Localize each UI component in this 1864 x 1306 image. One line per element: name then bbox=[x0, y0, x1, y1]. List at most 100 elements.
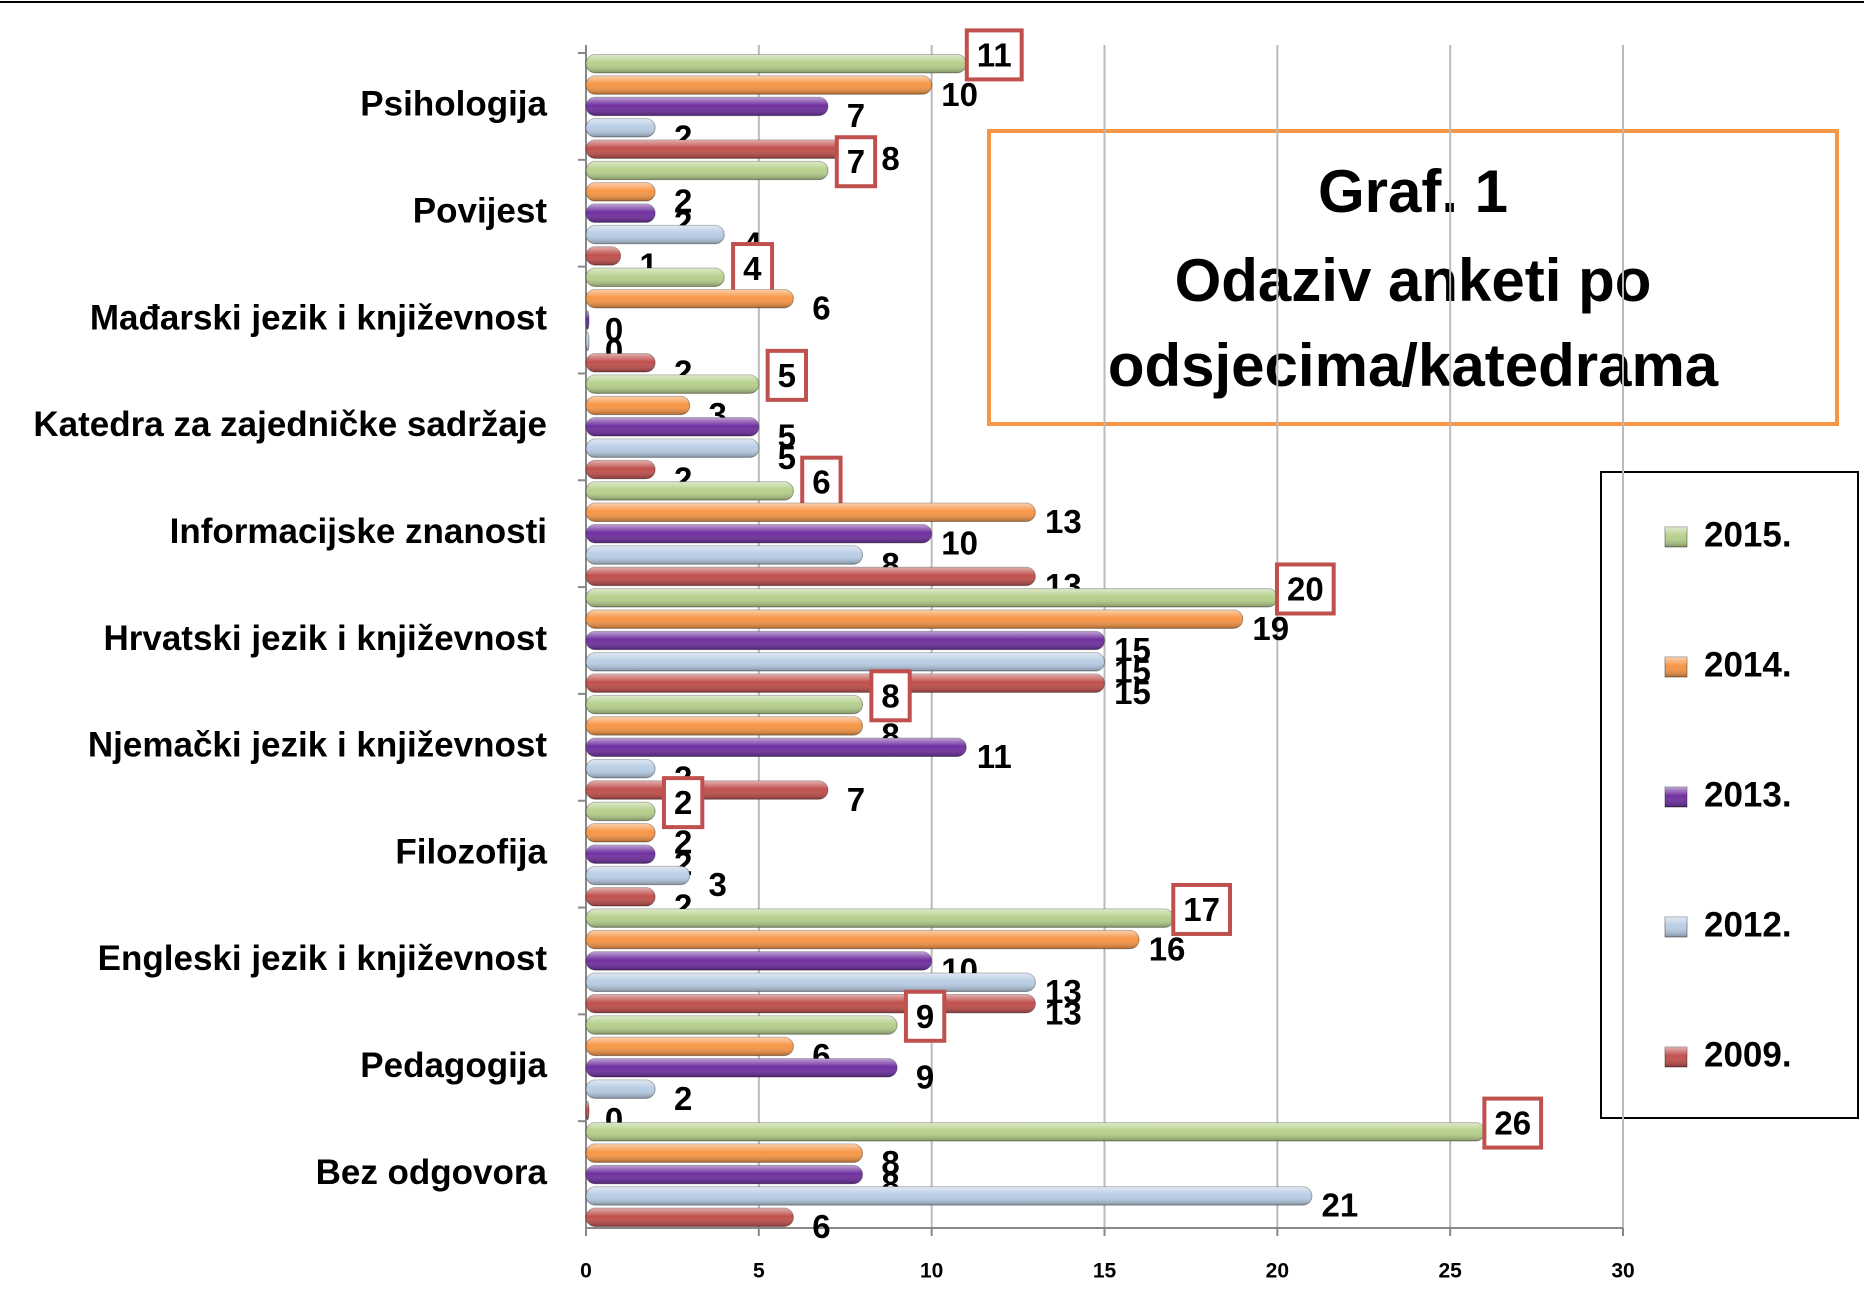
bar-shade bbox=[586, 204, 656, 223]
bar-shade bbox=[586, 588, 1278, 607]
legend-swatch-shade bbox=[1665, 1047, 1687, 1067]
y-tick-label: Engleski jezik i književnost bbox=[98, 939, 548, 978]
value-label: 15 bbox=[1114, 631, 1151, 668]
y-tick-label: Informacijske znanosti bbox=[170, 512, 547, 551]
value-label: 8 bbox=[881, 677, 899, 714]
value-label: 11 bbox=[977, 738, 1012, 775]
value-label: 6 bbox=[812, 289, 830, 326]
bar-shade bbox=[586, 823, 656, 842]
value-label: 20 bbox=[1287, 570, 1324, 607]
legend-swatch-shade bbox=[1665, 527, 1687, 547]
bar-shade bbox=[586, 652, 1105, 672]
value-label: 10 bbox=[941, 524, 978, 561]
bar-shade bbox=[586, 225, 725, 244]
value-label: 6 bbox=[812, 464, 830, 501]
bar-shade bbox=[586, 353, 656, 372]
value-label: 21 bbox=[1322, 1187, 1359, 1224]
y-tick-label: Psihologija bbox=[360, 85, 547, 124]
bar-shade bbox=[586, 268, 725, 287]
bar-shade bbox=[586, 118, 656, 137]
value-label: 9 bbox=[916, 998, 934, 1035]
value-label: 8 bbox=[881, 1144, 899, 1181]
bar-shade bbox=[586, 1058, 898, 1077]
value-label: 8 bbox=[881, 140, 899, 177]
bar-shade bbox=[586, 161, 828, 180]
value-label: 10 bbox=[941, 76, 978, 113]
bar-shade bbox=[586, 994, 1036, 1013]
legend-label: 2015. bbox=[1704, 515, 1792, 554]
y-tick-label: Filozofija bbox=[395, 832, 547, 871]
bar-shade bbox=[586, 481, 794, 501]
bar-shade bbox=[586, 332, 589, 351]
chart-title: Odaziv anketi po bbox=[1175, 247, 1652, 314]
bar-shade bbox=[586, 75, 932, 95]
value-label: 2 bbox=[674, 823, 692, 860]
bar-shade bbox=[586, 545, 863, 565]
value-label: 5 bbox=[778, 357, 796, 394]
legend-label: 2012. bbox=[1704, 905, 1792, 944]
legend-swatch-shade bbox=[1665, 917, 1687, 937]
bar-shade bbox=[586, 374, 759, 394]
bar-shade bbox=[586, 1208, 794, 1227]
bar-shade bbox=[586, 738, 967, 757]
bar-shade bbox=[586, 310, 589, 330]
legend-label: 2009. bbox=[1704, 1035, 1792, 1074]
title-box bbox=[987, 129, 1839, 426]
y-tick-label: Njemački jezik i književnost bbox=[88, 726, 547, 765]
value-label: 6 bbox=[812, 1208, 830, 1245]
bar-shade bbox=[586, 674, 1105, 693]
legend-box bbox=[1600, 471, 1859, 1119]
chart-title: odsjecima/katedrama bbox=[1108, 332, 1719, 399]
bar-shade bbox=[586, 1015, 898, 1035]
value-label: 2 bbox=[674, 784, 692, 821]
value-label: 3 bbox=[709, 866, 727, 903]
chart-title: Graf. 1 bbox=[1318, 158, 1508, 225]
y-tick-label: Mađarski jezik i književnost bbox=[90, 298, 547, 337]
legend-label: 2013. bbox=[1704, 775, 1792, 814]
value-label-box bbox=[964, 28, 1024, 82]
bar-shade bbox=[586, 246, 621, 266]
bar-shade bbox=[586, 396, 690, 415]
bar-shade bbox=[586, 460, 656, 479]
value-label: 4 bbox=[743, 250, 762, 287]
bar-shade bbox=[586, 54, 967, 73]
legend-swatch-shade bbox=[1665, 657, 1687, 677]
y-tick-label: Hrvatski jezik i književnost bbox=[103, 619, 547, 658]
value-label-box bbox=[661, 776, 705, 830]
y-tick-label: Katedra za zajedničke sadržaje bbox=[33, 405, 547, 444]
value-label: 0 bbox=[605, 311, 623, 348]
y-tick-label: Bez odgovora bbox=[316, 1153, 548, 1192]
bar-shade bbox=[586, 1165, 863, 1184]
bar-shade bbox=[586, 695, 863, 714]
value-label-box bbox=[903, 989, 947, 1043]
value-label: 7 bbox=[847, 143, 865, 180]
bar-shade bbox=[586, 844, 656, 864]
bar-shade bbox=[586, 289, 794, 308]
value-label: 13 bbox=[1045, 973, 1082, 1010]
bar-shade bbox=[586, 439, 759, 458]
bar-shade bbox=[586, 1101, 589, 1120]
value-label: 2 bbox=[674, 183, 692, 220]
bar-shade bbox=[586, 524, 932, 543]
bar-shade bbox=[586, 951, 932, 971]
bar-shade bbox=[586, 973, 1036, 992]
value-label: 7 bbox=[847, 97, 865, 134]
bar-shade bbox=[586, 866, 690, 885]
bar-shade bbox=[586, 182, 656, 202]
value-label-box bbox=[834, 135, 878, 189]
value-label: 17 bbox=[1183, 891, 1220, 928]
value-label: 15 bbox=[1114, 653, 1151, 690]
value-label-box bbox=[1482, 1096, 1544, 1150]
bar-shade bbox=[586, 139, 863, 159]
x-tick-label: 20 bbox=[1266, 1260, 1289, 1283]
bar-shade bbox=[586, 567, 1036, 586]
value-label: 26 bbox=[1494, 1105, 1531, 1142]
value-label: 11 bbox=[977, 36, 1012, 73]
value-label-box bbox=[800, 455, 843, 509]
legend-swatch-shade bbox=[1665, 787, 1687, 807]
bar-shade bbox=[586, 887, 656, 907]
bar-shade bbox=[586, 609, 1243, 629]
bar-shade bbox=[586, 909, 1174, 928]
bar-shade bbox=[586, 759, 656, 778]
bar-shade bbox=[586, 631, 1105, 650]
